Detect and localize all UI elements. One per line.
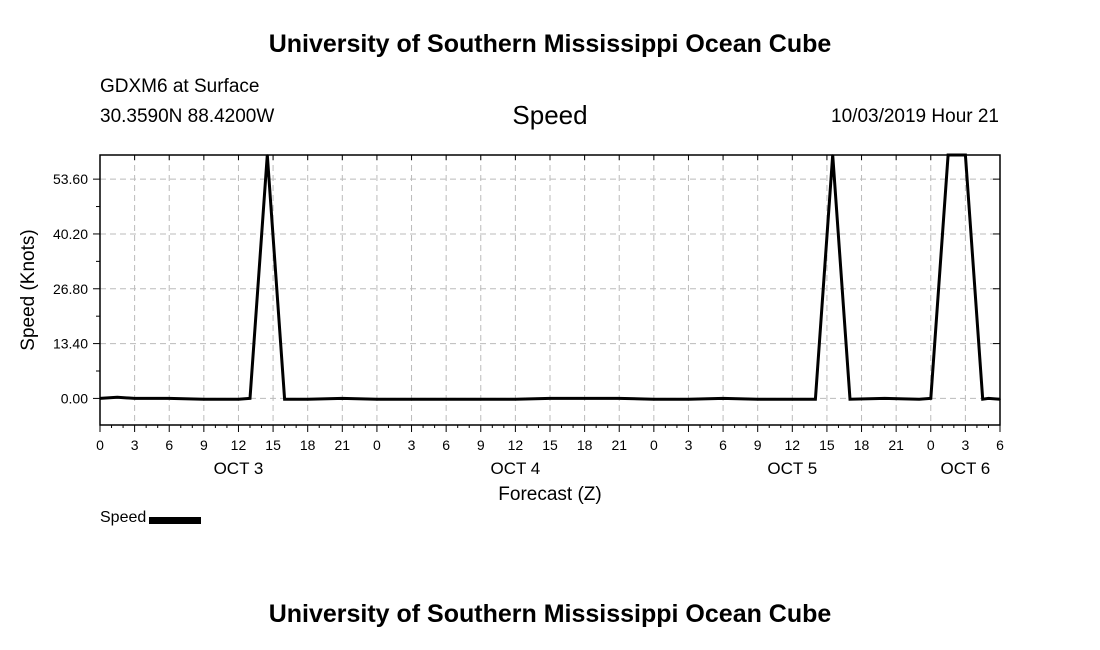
- x-tick-label: 9: [477, 437, 485, 453]
- x-tick-label: 21: [888, 437, 904, 453]
- day-label: OCT 6: [941, 459, 991, 478]
- series-point: [618, 397, 621, 400]
- x-axis-title: Forecast (Z): [498, 484, 601, 505]
- x-tick-label: 12: [785, 437, 801, 453]
- plot-frame: [99, 154, 1001, 426]
- x-tick-label: 6: [165, 437, 173, 453]
- x-tick-label: 9: [200, 437, 208, 453]
- legend-swatch: [149, 516, 202, 524]
- variable-title: Speed: [512, 100, 588, 130]
- y-tick-label: 26.80: [53, 281, 88, 297]
- x-tick-label: 12: [231, 437, 247, 453]
- y-tick-label: 0.00: [61, 390, 88, 406]
- series-point: [116, 396, 119, 398]
- series-point: [133, 397, 136, 400]
- x-tick-label: 6: [996, 437, 1004, 453]
- series-point: [653, 398, 655, 401]
- station-name: GDXM6 at Surface: [100, 76, 260, 97]
- series-point: [722, 397, 724, 400]
- x-tick-label: 3: [685, 437, 693, 453]
- series-point: [549, 397, 551, 400]
- x-tick-label: 9: [754, 437, 762, 453]
- series-point: [249, 397, 251, 400]
- series-point: [283, 398, 286, 401]
- series-point: [237, 398, 240, 401]
- day-label: OCT 4: [491, 459, 541, 478]
- x-tick-label: 18: [854, 437, 870, 453]
- series-point: [756, 398, 759, 401]
- station-coordinates: 30.3590N 88.4200W: [100, 106, 275, 127]
- legend: Speed: [100, 509, 202, 527]
- x-tick-label: 15: [819, 437, 835, 453]
- y-tick-label: 13.40: [53, 336, 88, 352]
- series-point: [479, 398, 482, 401]
- x-tick-label: 3: [131, 437, 139, 453]
- x-tick-label: 6: [719, 437, 727, 453]
- y-tick-label: 40.20: [53, 226, 88, 242]
- series-point: [168, 397, 171, 400]
- x-tick-label: 0: [373, 437, 381, 453]
- x-tick-label: 18: [577, 437, 593, 453]
- series-point: [306, 398, 309, 401]
- x-tick-label: 3: [408, 437, 416, 453]
- series-point: [883, 397, 886, 400]
- x-tick-label: 0: [927, 437, 935, 453]
- series-point: [849, 398, 851, 401]
- chart-top-title: University of Southern Mississippi Ocean…: [268, 30, 832, 58]
- x-tick-label: 12: [508, 437, 524, 453]
- axis-ticks: [93, 155, 1001, 432]
- series-point: [929, 397, 932, 400]
- series-point: [583, 397, 586, 400]
- series-point: [814, 398, 817, 401]
- x-tick-label: 21: [335, 437, 351, 453]
- series-point: [203, 398, 205, 401]
- x-tick-label: 6: [442, 437, 450, 453]
- x-tick-label: 0: [96, 437, 104, 453]
- series-point: [918, 398, 921, 401]
- x-tick-label: 15: [542, 437, 558, 453]
- x-tick-label: 3: [961, 437, 969, 453]
- legend-label: Speed: [100, 509, 147, 526]
- y-axis-title: Speed (Knots): [18, 229, 39, 350]
- chart-bottom-title: University of Southern Mississippi Ocean…: [268, 600, 832, 628]
- series-point: [791, 398, 794, 401]
- grid-lines: [100, 155, 1000, 425]
- x-tick-label: 18: [300, 437, 316, 453]
- day-label: OCT 5: [767, 459, 817, 478]
- y-tick-label: 53.60: [53, 171, 88, 187]
- series-point: [445, 398, 447, 401]
- x-tick-label: 0: [650, 437, 658, 453]
- x-tick-label: 21: [611, 437, 627, 453]
- x-tick-label: 15: [265, 437, 281, 453]
- forecast-datetime: 10/03/2019 Hour 21: [831, 106, 999, 127]
- series-point: [987, 397, 990, 400]
- axis-labels: 0 3 6 9 12 15 18 21 0 3 6 9 12 15 18 21 0 3 6 9 12 15 18 21 0 3 6 0…: [53, 171, 1004, 478]
- series-point: [514, 398, 517, 401]
- series-point: [376, 398, 378, 401]
- series-point: [687, 398, 690, 401]
- series-point: [410, 398, 413, 401]
- series-point: [981, 398, 984, 401]
- day-label: OCT 3: [214, 459, 264, 478]
- series-point: [341, 397, 344, 400]
